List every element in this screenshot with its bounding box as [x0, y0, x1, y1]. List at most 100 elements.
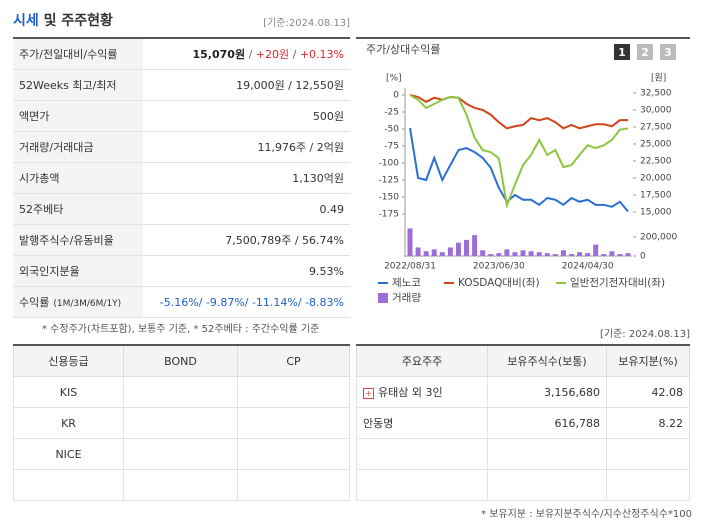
value-part: 1,130억원 [292, 172, 344, 185]
volume-bar [577, 252, 583, 256]
cell-text: 안동명 [363, 417, 394, 430]
volume-bar [455, 242, 461, 256]
y2-tick-label: 32,500 [640, 88, 672, 98]
label: 수익률 [19, 296, 50, 309]
credit-table: 신용등급 BOND CP KIS KR NICE [13, 344, 350, 501]
column-header: 보유지분(%) [606, 345, 690, 377]
row-value: 1,130억원 [143, 162, 350, 194]
cell [237, 438, 350, 470]
y2-tick-label: 17,500 [640, 190, 672, 200]
table-row: NICE [13, 438, 350, 470]
summary-row: 주가/전일대비/수익률 15,070원 / +20원 / +0.13% [13, 38, 350, 70]
tab-button[interactable] [614, 44, 630, 60]
column-header: 신용등급 [13, 345, 124, 377]
value-part: 15,070원 [192, 48, 246, 61]
volume-bar [415, 247, 421, 256]
cell-text: 8.22 [658, 416, 684, 430]
label: 외국인지분율 [19, 265, 80, 278]
y-tick-label: -150 [379, 193, 400, 203]
legend-marker [378, 293, 388, 303]
cell [123, 469, 238, 501]
y-tick-label: 0 [393, 91, 399, 101]
volume-bar [560, 250, 566, 256]
value-part: 19,000원 / 12,550원 [236, 79, 344, 92]
y2-unit: [원] [651, 73, 666, 84]
volume-bar [520, 250, 526, 256]
cell [356, 438, 488, 470]
cell-text: 3,156,680 [544, 385, 600, 399]
cell [487, 438, 607, 470]
cell [237, 407, 350, 439]
volume-bar [528, 251, 534, 256]
x-tick-label: 2022/08/31 [384, 262, 436, 272]
row-value: 9.53% [143, 255, 350, 287]
volume-bar [585, 253, 591, 256]
row-label: 거래량/거래대금 [13, 131, 143, 163]
label: 52Weeks 최고/최저 [19, 79, 117, 92]
date: [기준:2024.08.13] [263, 18, 350, 29]
row-label: 52Weeks 최고/최저 [13, 69, 143, 101]
summary-row: 거래량/거래대금 11,976주 / 2억원 [13, 131, 350, 163]
y2-tick-label: 22,500 [640, 156, 672, 166]
label: 주가/전일대비/수익률 [19, 48, 118, 61]
tab-button[interactable] [660, 44, 676, 60]
table-row [356, 469, 690, 501]
label: 거래량/거래대금 [19, 141, 94, 154]
summary-row: 액면가 500원 [13, 100, 350, 132]
value-part: 11,976주 / 2억원 [257, 141, 344, 154]
value-part: +20원 [255, 48, 290, 61]
column-header: CP [237, 345, 350, 377]
value-part: -5.16%/ -9.87%/ -11.14%/ -8.83% [159, 295, 344, 309]
row-value: 19,000원 / 12,550원 [143, 69, 350, 101]
chart-panel [356, 37, 690, 316]
row-label: 발행주식수/유동비율 [13, 224, 143, 256]
summary-row: 수익률 (1M/3M/6M/1Y) -5.16%/ -9.87%/ -11.14%/… [13, 286, 350, 318]
tab-label: 1 [618, 46, 626, 59]
row-label: 52주베타 [13, 193, 143, 225]
value-part: / [289, 48, 300, 61]
legend-label: KOSDAQ대비(좌) [458, 277, 540, 289]
volume-bar [407, 228, 413, 256]
volume-bar [536, 252, 542, 256]
title: 시세 및 주주현황 [13, 10, 113, 30]
cell-text: 616,788 [554, 416, 601, 430]
cell-text: 유태삼 외 3인 [378, 386, 443, 399]
label: 52주베타 [19, 203, 64, 216]
legend-label: 일반전기전자대비(좌) [570, 276, 665, 289]
tab-label: 2 [641, 46, 649, 59]
summary-row: 52주베타 0.49 [13, 193, 350, 225]
x-tick-label: 2024/04/30 [562, 262, 614, 272]
tab-button[interactable] [637, 44, 653, 60]
line-series [409, 127, 629, 213]
volume-bar [496, 253, 502, 256]
cell: + 유태삼 외 3인 [356, 376, 488, 408]
y-tick-label: -75 [384, 142, 399, 152]
row-label: 주가/전일대비/수익률 [13, 38, 143, 70]
cell: NICE [13, 438, 124, 470]
cell-text: KIS [59, 385, 78, 399]
volume-bar [593, 244, 599, 256]
row-label: 수익률 (1M/3M/6M/1Y) [13, 286, 143, 318]
summary-row: 52Weeks 최고/최저 19,000원 / 12,550원 [13, 69, 350, 101]
chart-title: 주가/상대수익률 [366, 43, 441, 56]
label: 액면가 [19, 110, 50, 123]
cell [356, 469, 488, 501]
summary-row: 외국인지분율 9.53% [13, 255, 350, 287]
title-highlight: 시세 [13, 13, 39, 29]
row-label: 시가총액 [13, 162, 143, 194]
volume-bar [439, 252, 445, 256]
summary-row: 시가총액 1,130억원 [13, 162, 350, 194]
summary-table: 주가/전일대비/수익률 15,070원 / +20원 / +0.13% 52Week… [13, 37, 350, 318]
table-row: + 유태삼 외 3인 3,156,680 42.08 [356, 376, 690, 408]
holders-table: 주요주주 보유주식수(보통) 보유지분(%) + 유태삼 외 3인 3,156,680 42… [356, 344, 690, 501]
volume-bar [609, 251, 615, 256]
row-value: 7,500,789주 / 56.74% [143, 224, 350, 256]
label: 발행주식수/유동비율 [19, 234, 114, 247]
value-part: 500원 [312, 110, 344, 123]
cell [237, 469, 350, 501]
volume-tick-label: 200,000 [640, 233, 677, 243]
volume-bar [488, 254, 494, 256]
y-tick-label: -50 [384, 125, 399, 135]
x-tick-label: 2023/06/30 [473, 262, 525, 272]
